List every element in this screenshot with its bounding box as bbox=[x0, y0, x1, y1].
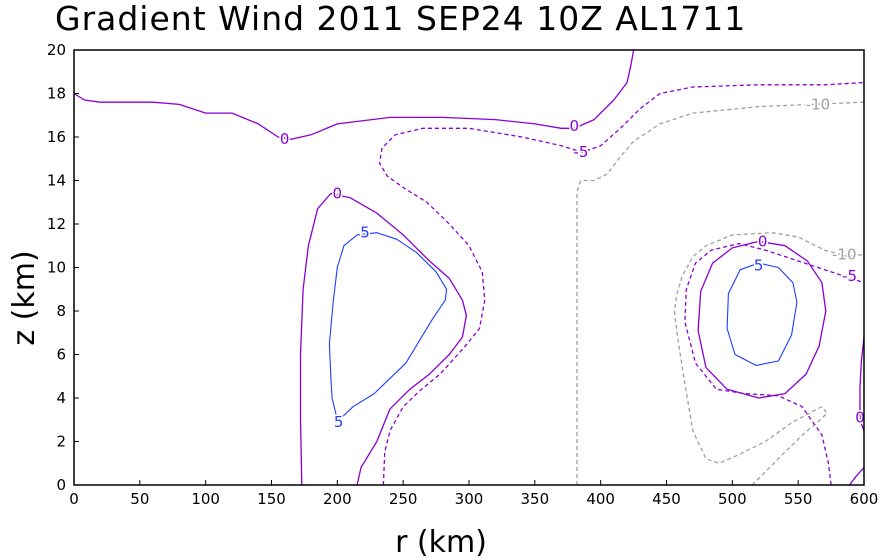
contour-minus5-inner bbox=[378, 81, 865, 486]
y-tick-label-18: 18 bbox=[47, 85, 66, 103]
x-tick-label-300: 300 bbox=[455, 490, 484, 508]
x-tick-label-400: 400 bbox=[586, 490, 615, 508]
x-axis-ticks: 0 50 100 150 200 250 300 350 400 450 500 550 600 bbox=[69, 480, 878, 508]
contour-label-4: 0 bbox=[855, 409, 865, 427]
x-tick-label-350: 350 bbox=[521, 490, 550, 508]
contour-zero-top bbox=[73, 49, 635, 140]
contour-zero-right-edge bbox=[859, 337, 865, 431]
y-tick-label-12: 12 bbox=[47, 215, 66, 233]
y-tick-label-8: 8 bbox=[56, 302, 66, 320]
x-tick-label-250: 250 bbox=[389, 490, 418, 508]
contour-label-7: 5 bbox=[360, 224, 370, 242]
contour-zero-inner bbox=[299, 192, 468, 486]
y-tick-label-2: 2 bbox=[56, 433, 66, 451]
y-axis-label: z (km) bbox=[7, 250, 42, 345]
contour-label-1: 0 bbox=[570, 117, 580, 135]
contour-label-9: 5 bbox=[754, 256, 764, 274]
contour-label-0: 0 bbox=[280, 130, 290, 148]
contour-plus5-inner bbox=[328, 232, 448, 421]
contour-label-8: 5 bbox=[334, 413, 344, 431]
y-tick-label-4: 4 bbox=[56, 389, 66, 407]
contour-minus10-right bbox=[673, 232, 865, 486]
y-tick-label-10: 10 bbox=[47, 259, 66, 277]
contour-label-10: -10 bbox=[806, 95, 831, 113]
contour-label-6: -5 bbox=[842, 267, 857, 285]
contour-group bbox=[73, 49, 865, 486]
y-tick-label-14: 14 bbox=[47, 172, 66, 190]
contour-zero-right bbox=[697, 240, 827, 399]
x-tick-label-100: 100 bbox=[191, 490, 220, 508]
y-tick-label-0: 0 bbox=[56, 476, 66, 494]
chart-title: Gradient Wind 2011 SEP24 10Z AL1711 bbox=[55, 0, 746, 38]
x-tick-label-200: 200 bbox=[323, 490, 352, 508]
x-tick-label-500: 500 bbox=[718, 490, 747, 508]
contour-label-group: 0 0 0 0 0 -5 -5 5 5 5 -10 -10 bbox=[278, 94, 866, 433]
contour-zero-bottom-right bbox=[848, 467, 865, 486]
y-tick-label-20: 20 bbox=[47, 41, 66, 59]
x-tick-label-600: 600 bbox=[850, 490, 879, 508]
x-tick-label-50: 50 bbox=[130, 490, 149, 508]
x-axis-label: r (km) bbox=[395, 525, 487, 559]
contour-label-2: 0 bbox=[333, 185, 343, 203]
x-tick-label-150: 150 bbox=[257, 490, 286, 508]
x-tick-label-450: 450 bbox=[652, 490, 681, 508]
y-tick-label-6: 6 bbox=[56, 346, 66, 364]
contour-label-5: -5 bbox=[573, 143, 588, 161]
x-tick-label-0: 0 bbox=[69, 490, 79, 508]
contour-label-3: 0 bbox=[758, 232, 768, 250]
contour-label-11: -10 bbox=[832, 245, 857, 263]
contour-minus5-right bbox=[684, 242, 865, 486]
y-tick-label-16: 16 bbox=[47, 128, 66, 146]
y-axis-ticks: 0 2 4 6 8 10 12 14 16 18 20 bbox=[47, 41, 79, 494]
contour-plus5-right bbox=[726, 262, 798, 366]
x-tick-label-550: 550 bbox=[784, 490, 813, 508]
contour-minus10-center bbox=[576, 101, 865, 485]
